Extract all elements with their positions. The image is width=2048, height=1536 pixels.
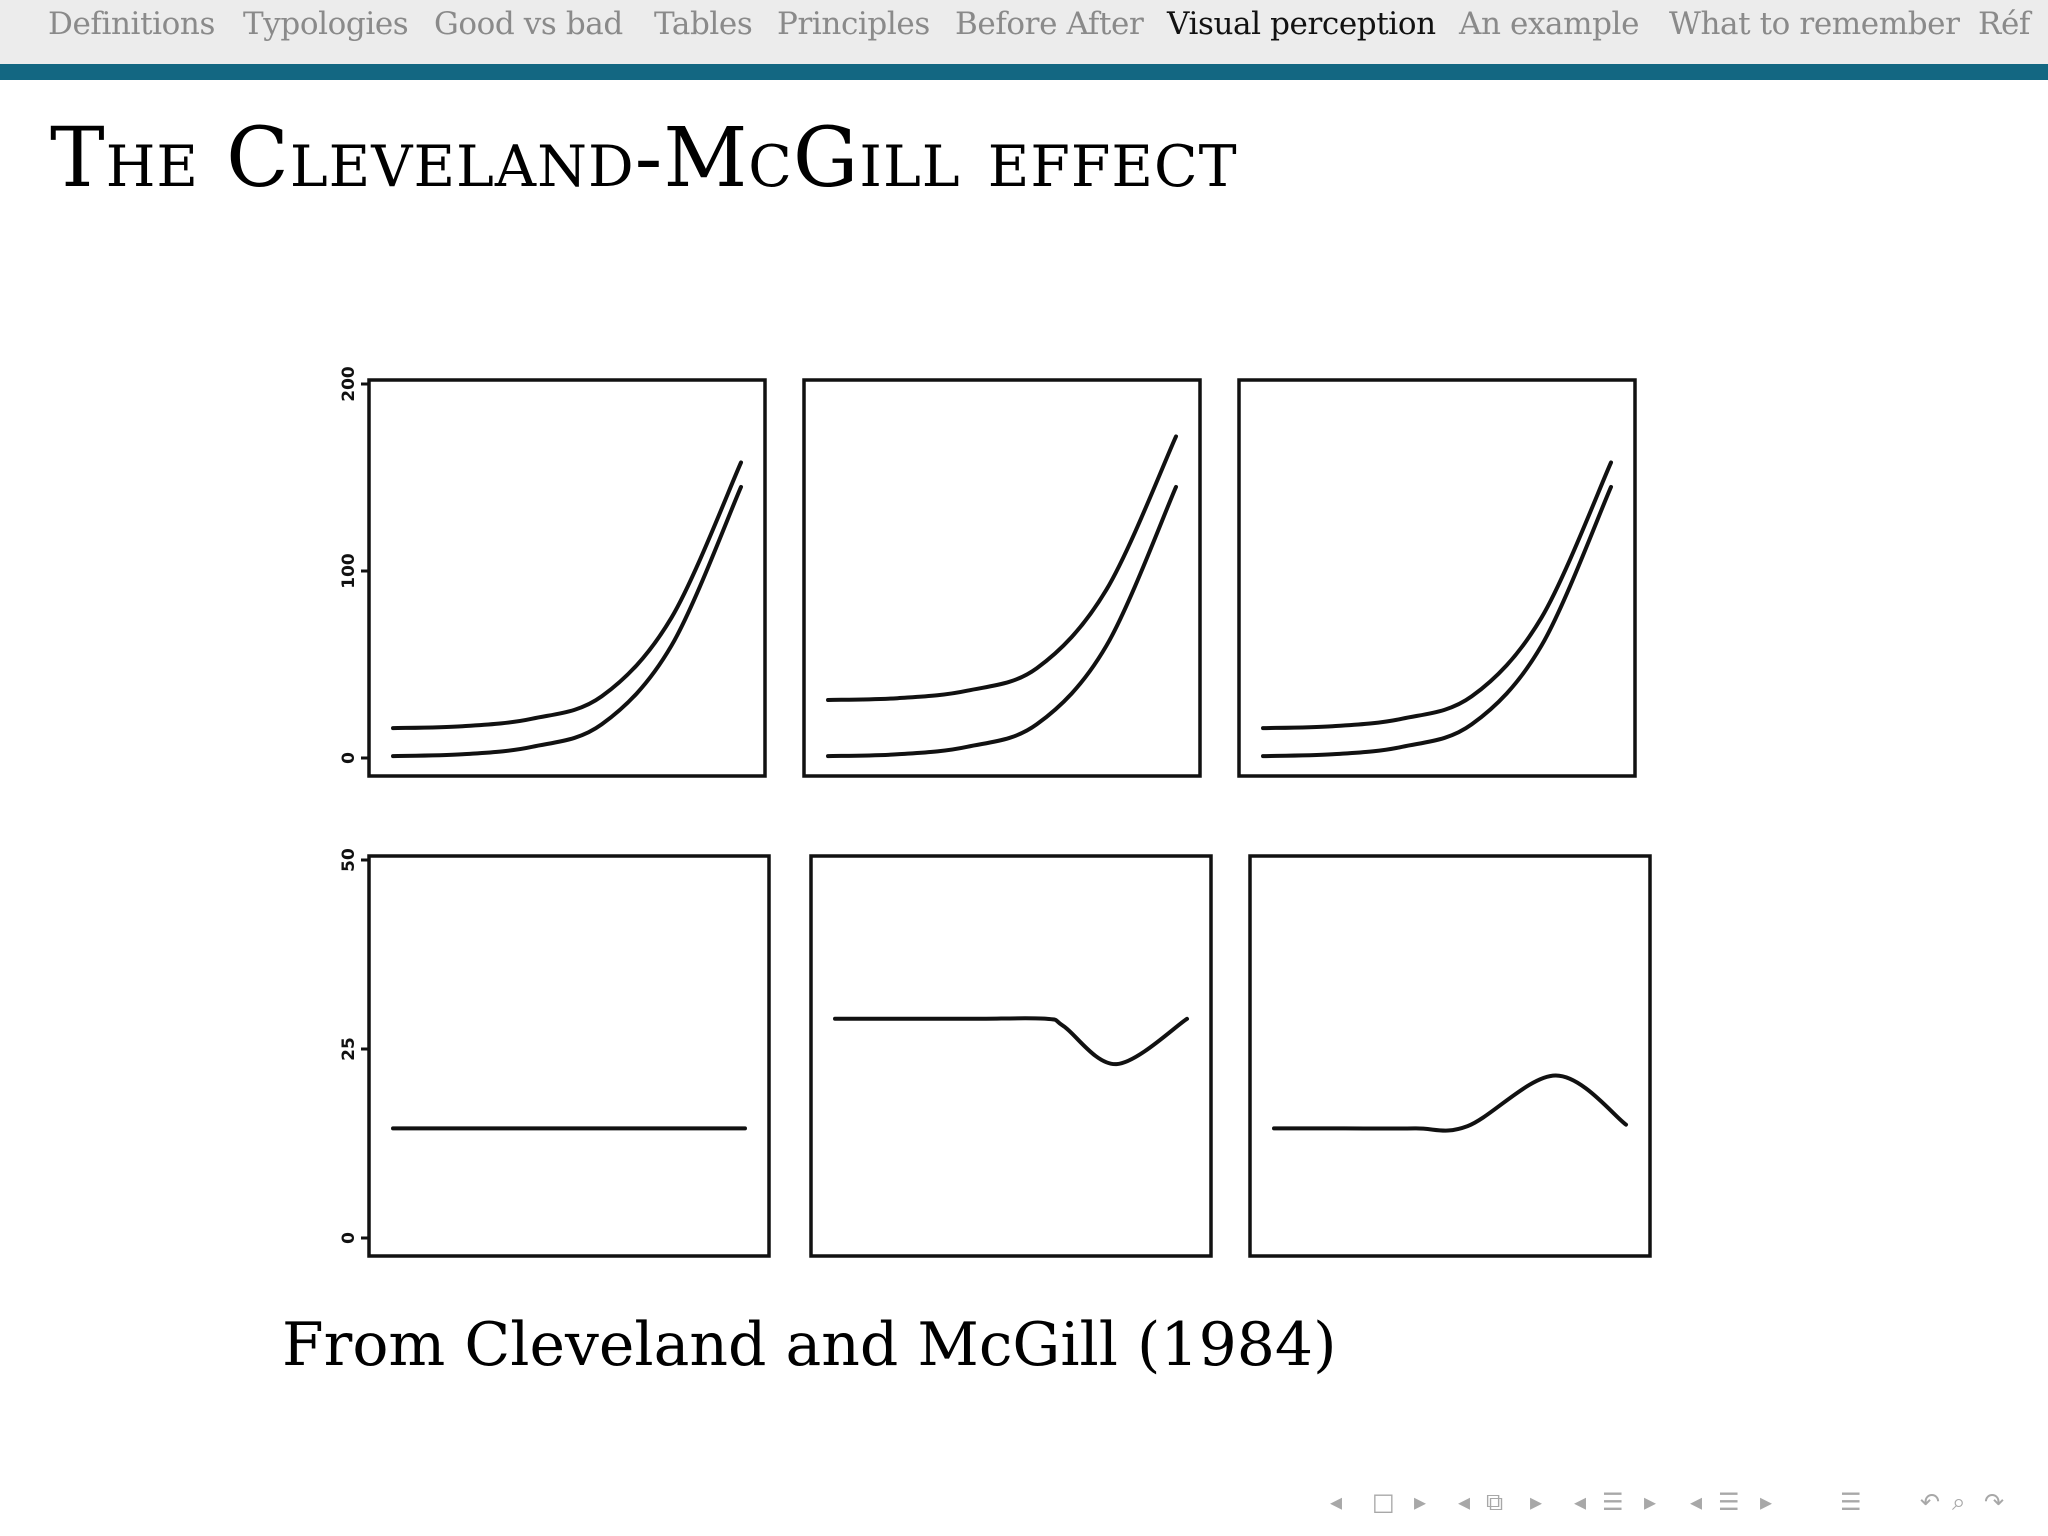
prev-document-icon[interactable]: ◂ bbox=[1690, 1488, 1703, 1516]
figure-caption: From Cleveland and McGill (1984) bbox=[282, 1310, 1337, 1380]
slide-title: The Cleveland-McGill effect bbox=[50, 111, 1238, 206]
series-line bbox=[1261, 460, 1613, 731]
series-line bbox=[826, 434, 1178, 702]
nav-item-references[interactable]: Réf bbox=[1978, 6, 2030, 42]
search-icon[interactable]: ⌕ bbox=[1952, 1488, 1966, 1516]
next-document-icon[interactable]: ▸ bbox=[1760, 1488, 1773, 1516]
series-line bbox=[1261, 484, 1613, 759]
cleveland-mcgill-figure: 0 100 200 0 25 50 bbox=[300, 340, 1700, 1290]
nav-item-visual-perception[interactable]: Visual perception bbox=[1167, 6, 1436, 42]
series-line bbox=[391, 484, 743, 759]
nav-item-good-vs-bad[interactable]: Good vs bad bbox=[434, 6, 623, 42]
back-icon[interactable]: ↶ bbox=[1920, 1488, 1941, 1516]
y-tick-label: 100 bbox=[339, 553, 359, 589]
nav-item-principles[interactable]: Principles bbox=[777, 6, 930, 42]
panel-frame bbox=[367, 378, 767, 778]
subsection-icon[interactable]: ⧉ bbox=[1486, 1488, 1504, 1516]
series-line bbox=[833, 1016, 1189, 1067]
y-tick-label: 25 bbox=[339, 1037, 359, 1061]
y-tick-label: 0 bbox=[339, 1232, 359, 1244]
nav-item-tables[interactable]: Tables bbox=[654, 6, 753, 42]
nav-item-what-to-remember[interactable]: What to remember bbox=[1669, 6, 1960, 42]
beamer-navigation: ◂ □ ▸ ◂ ⧉ ▸ ◂ ☰ ▸ ◂ ☰ ▸ ☰ ↶ ⌕ ↷ bbox=[1330, 1488, 2040, 1524]
panel-frame bbox=[1237, 378, 1637, 778]
section-navbar: Definitions Typologies Good vs bad Table… bbox=[0, 0, 2048, 80]
next-section-icon[interactable]: ▸ bbox=[1644, 1488, 1657, 1516]
prev-subsection-icon[interactable]: ◂ bbox=[1458, 1488, 1471, 1516]
panel-frame bbox=[802, 378, 1202, 778]
prev-section-icon[interactable]: ◂ bbox=[1574, 1488, 1587, 1516]
panel-frame bbox=[367, 854, 771, 1258]
nav-item-an-example[interactable]: An example bbox=[1459, 6, 1640, 42]
series-line bbox=[826, 484, 1178, 759]
section-icon[interactable]: ☰ bbox=[1602, 1488, 1624, 1516]
panel-frame bbox=[1248, 854, 1652, 1258]
forward-icon[interactable]: ↷ bbox=[1984, 1488, 2005, 1516]
frame-icon[interactable]: □ bbox=[1372, 1488, 1395, 1516]
document-icon[interactable]: ☰ bbox=[1718, 1488, 1740, 1516]
next-subsection-icon[interactable]: ▸ bbox=[1530, 1488, 1543, 1516]
y-tick-label: 200 bbox=[339, 366, 359, 402]
nav-item-before-after[interactable]: Before After bbox=[955, 6, 1144, 42]
nav-item-definitions[interactable]: Definitions bbox=[48, 6, 215, 42]
prev-frame-icon[interactable]: ◂ bbox=[1330, 1488, 1343, 1516]
nav-item-typologies[interactable]: Typologies bbox=[243, 6, 409, 42]
y-tick-label: 0 bbox=[339, 752, 359, 764]
y-tick-label: 50 bbox=[339, 848, 359, 872]
series-line bbox=[391, 460, 743, 731]
panel-frame bbox=[809, 854, 1213, 1258]
next-frame-icon[interactable]: ▸ bbox=[1414, 1488, 1427, 1516]
series-line bbox=[1272, 1073, 1628, 1133]
toc-icon[interactable]: ☰ bbox=[1840, 1488, 1862, 1516]
figure-svg: 0 100 200 0 25 50 bbox=[339, 366, 1652, 1258]
